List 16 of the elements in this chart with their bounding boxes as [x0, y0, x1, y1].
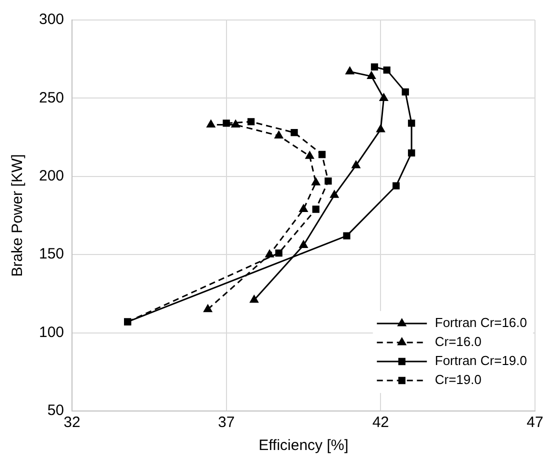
legend-label: Fortran Cr=19.0: [434, 353, 527, 368]
legend-label: Cr=16.0: [434, 334, 482, 350]
y-tick-label: 300: [38, 11, 64, 28]
legend-label: Cr=19.0: [434, 372, 482, 388]
x-axis-title: Efficiency [%]: [258, 437, 348, 454]
x-tick-label: 42: [372, 414, 390, 432]
y-axis-title: Brake Power [KW]: [9, 154, 26, 277]
x-tick-label: 37: [218, 414, 235, 432]
y-tick-label: 200: [38, 168, 64, 185]
legend-label: Fortran Cr=16.0: [434, 315, 527, 330]
y-tick-label: 100: [38, 324, 64, 341]
x-tick-label: 47: [526, 414, 544, 432]
y-tick-label: 50: [47, 402, 64, 420]
y-tick-label: 150: [38, 246, 64, 263]
x-tick-label: 32: [64, 414, 80, 432]
y-tick-label: 250: [38, 89, 64, 106]
